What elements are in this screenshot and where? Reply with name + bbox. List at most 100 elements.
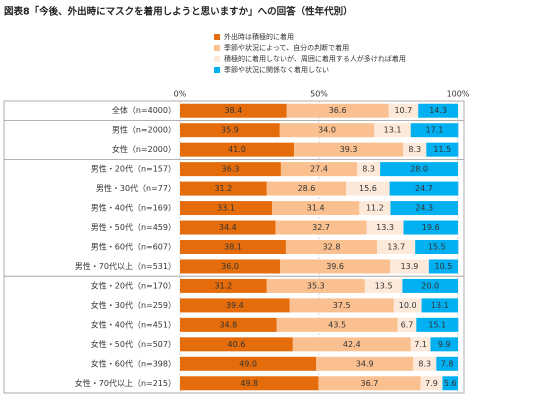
y-tick-label: 女性・20代（n=170）: [91, 280, 176, 290]
value-label: 17.1: [426, 126, 444, 135]
value-label: 8.3: [362, 165, 375, 174]
value-label: 9.9: [438, 340, 451, 349]
value-label: 15.1: [428, 320, 446, 329]
value-label: 7.9: [425, 379, 438, 388]
legend-swatch: [214, 56, 220, 62]
bar-segment: [436, 356, 458, 371]
y-tick-label: 男性・70代以上（n=531）: [75, 261, 176, 271]
bar-segment: [390, 259, 429, 274]
value-label: 11.2: [366, 204, 384, 213]
bar-segment: [359, 201, 391, 216]
value-label: 13.9: [401, 262, 419, 271]
bar-segment: [413, 356, 437, 371]
bar-segment: [415, 240, 459, 254]
value-label: 31.2: [214, 184, 232, 193]
value-label: 31.4: [307, 204, 325, 213]
legend-label: 季節や状況によって、自分の判断で着用: [224, 43, 349, 52]
bar-segment: [180, 317, 277, 332]
bar-segment: [180, 201, 273, 216]
bar-segment: [180, 278, 267, 293]
value-label: 31.2: [214, 281, 232, 290]
bar-segment: [276, 317, 398, 332]
value-label: 34.4: [219, 223, 237, 232]
bar-segment: [272, 201, 360, 216]
value-label: 14.3: [429, 106, 447, 115]
y-tick-label: 女性・40代（n=451）: [91, 319, 176, 329]
bar-segment: [180, 298, 290, 313]
value-label: 10.0: [399, 301, 417, 310]
bar-segment: [389, 181, 459, 196]
value-label: 49.0: [239, 359, 257, 368]
value-label: 38.1: [224, 243, 242, 252]
x-tick-label: 100%: [447, 90, 470, 99]
bar-segment: [286, 103, 389, 118]
value-label: 13.1: [384, 126, 402, 135]
chart-title: 図表8「今後、外出時にマスクを着用しようと思いますか」への回答（性年代別）: [4, 6, 353, 18]
value-label: 8.3: [418, 359, 431, 368]
bar-segment: [266, 278, 365, 293]
value-label: 40.6: [228, 340, 246, 349]
value-label: 34.0: [318, 126, 336, 135]
bar-segment: [390, 201, 458, 216]
bar-segment: [403, 220, 458, 235]
value-label: 36.3: [222, 165, 240, 174]
bar-segment: [180, 181, 267, 196]
bar-segment: [397, 317, 417, 332]
value-label: 39.3: [340, 145, 358, 154]
value-label: 35.9: [221, 126, 239, 135]
value-label: 36.6: [329, 106, 347, 115]
value-label: 27.4: [310, 165, 328, 174]
x-tick-label: 50%: [310, 90, 328, 99]
bar-segment: [293, 142, 404, 157]
value-label: 15.5: [428, 243, 446, 252]
y-tick-label: 男性・50代（n=459）: [91, 222, 176, 232]
bar-segment: [279, 123, 375, 138]
y-tick-label: 男性・20代（n=157）: [91, 164, 176, 174]
bar-segment: [410, 337, 431, 352]
y-tick-label: 男性・40代（n=169）: [91, 203, 176, 213]
y-tick-label: 女性・30代（n=259）: [91, 300, 176, 310]
value-label: 11.5: [433, 145, 451, 154]
value-label: 36.0: [221, 262, 239, 271]
value-label: 28.0: [410, 165, 428, 174]
bar-segment: [180, 103, 287, 118]
value-label: 24.7: [415, 184, 433, 193]
value-label: 34.8: [219, 320, 237, 329]
bar-segment: [275, 220, 367, 235]
legend-label: 積極的に着用しないが、周囲に着用する人が多ければ着用: [224, 54, 406, 63]
bar-segment: [403, 142, 427, 157]
value-label: 33.1: [217, 204, 235, 213]
value-label: 15.6: [359, 184, 377, 193]
bar-segment: [289, 298, 394, 313]
bar-segment: [285, 240, 378, 254]
value-label: 35.3: [307, 281, 325, 290]
y-tick-label: 男性（n=2000）: [112, 125, 176, 135]
bar-segment: [402, 278, 458, 293]
bar-segment: [346, 181, 390, 196]
value-label: 13.5: [375, 281, 393, 290]
bar-segment: [180, 123, 280, 138]
bar-segment: [180, 356, 317, 371]
y-tick-label: 男性・30代（n=77）: [96, 183, 176, 193]
y-tick-label: 全体（n=4000）: [112, 105, 176, 115]
bar-segment: [418, 103, 458, 118]
bar-segment: [280, 259, 391, 274]
value-label: 42.4: [343, 340, 361, 349]
y-tick-label: 女性（n=2000）: [112, 144, 176, 154]
y-tick-label: 男性・60代（n=607）: [91, 242, 176, 252]
plot-frame: [3, 100, 465, 394]
legend-swatch: [214, 45, 220, 51]
bar-segment: [374, 123, 411, 138]
bar-segment: [292, 337, 411, 352]
value-label: 20.0: [421, 281, 439, 290]
value-label: 13.1: [431, 301, 449, 310]
bar-segment: [316, 356, 414, 371]
value-label: 13.3: [376, 223, 394, 232]
value-label: 36.7: [361, 379, 379, 388]
value-label: 6.7: [401, 320, 414, 329]
bar-segment: [180, 142, 294, 157]
bar-segment: [266, 181, 347, 196]
y-tick-label: 女性・60代（n=398）: [91, 358, 176, 368]
